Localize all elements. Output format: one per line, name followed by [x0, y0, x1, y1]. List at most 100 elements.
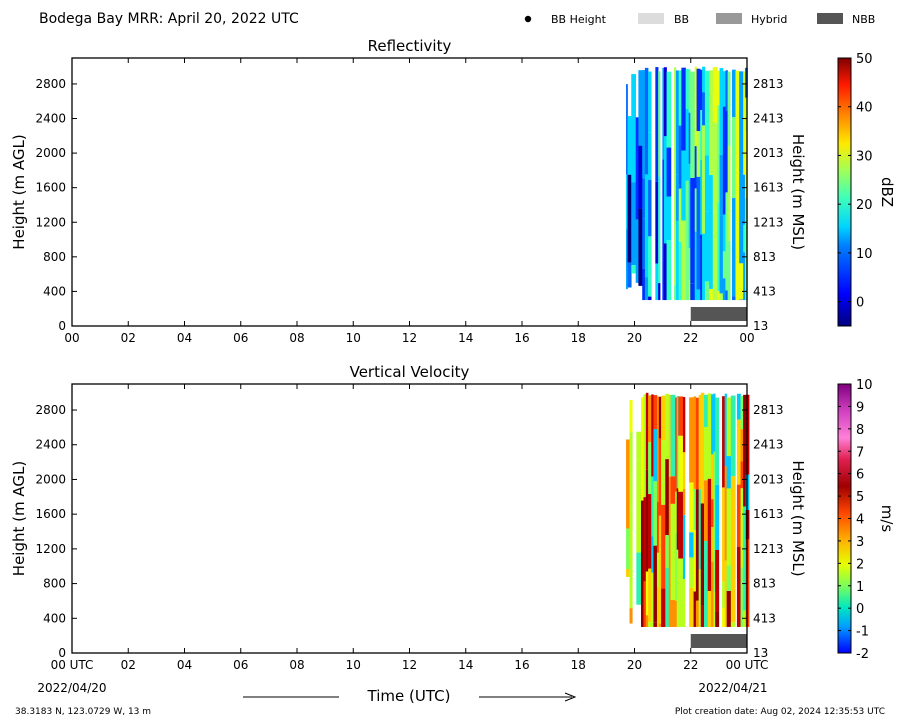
heatmap-cell — [665, 535, 670, 568]
heatmap-cell — [655, 263, 659, 301]
heatmap-cell — [713, 479, 716, 592]
heatmap-cell — [693, 530, 697, 592]
heatmap-cell — [678, 125, 682, 189]
heatmap-cell — [674, 67, 677, 155]
heatmap-cell — [693, 396, 697, 489]
heatmap-cell — [719, 215, 724, 294]
panel-title: Reflectivity — [368, 37, 452, 55]
heatmap-cell — [704, 70, 710, 156]
heatmap-cell — [719, 68, 724, 155]
figure-title: Bodega Bay MRR: April 20, 2022 UTC — [39, 11, 299, 27]
heatmap-cell — [688, 163, 691, 249]
heatmap-cell — [732, 69, 736, 118]
heatmap-cell — [643, 497, 647, 582]
colorbar-tick-label: 40 — [856, 101, 873, 116]
heatmap-cell — [694, 278, 697, 301]
heatmap-cell — [643, 394, 647, 498]
colorbar-tick-label: 10 — [856, 247, 873, 262]
heatmap-cell — [644, 277, 649, 301]
heatmap-cell — [629, 400, 633, 433]
legend-swatch-hybrid — [716, 13, 742, 24]
heatmap-cell — [704, 480, 709, 542]
y-tick-label: 2000 — [35, 472, 66, 486]
heatmap-cell — [675, 600, 678, 627]
heatmap-cell — [645, 615, 649, 627]
heatmap-cell — [719, 293, 724, 301]
heatmap-cell — [658, 396, 662, 439]
heatmap-cell — [665, 393, 670, 460]
x-tick-label: 02 — [121, 331, 136, 345]
heatmap-cell — [685, 251, 689, 301]
heatmap-cell — [681, 67, 686, 151]
heatmap-cell — [736, 419, 741, 485]
legend: BB Height BB Hybrid NBB — [524, 13, 875, 26]
heatmap-cell — [740, 429, 744, 462]
heatmap-cell — [668, 540, 671, 627]
heatmap-cell — [675, 220, 680, 301]
heatmap-cell — [736, 484, 741, 547]
heatmap-cell — [640, 500, 644, 604]
heatmap-cell — [724, 560, 727, 627]
heatmap-cell — [743, 71, 746, 175]
heatmap-cell — [645, 392, 649, 470]
heatmap-cell — [685, 68, 689, 109]
heatmap-cell — [656, 501, 660, 553]
heatmap-cell — [730, 476, 736, 544]
heatmap-cell — [694, 66, 697, 147]
heatmap-cell — [642, 218, 646, 269]
heatmap-cell — [695, 397, 699, 490]
heatmap-cell — [655, 181, 659, 264]
heatmap-cell — [712, 211, 718, 301]
heatmap-cell — [725, 111, 728, 193]
heatmap-cell — [739, 71, 744, 174]
x-tick-label: 22 — [683, 331, 698, 345]
heatmap-cell — [688, 248, 691, 281]
colorbar: 0 10 20 30 40 50 dBZ — [837, 52, 896, 327]
heatmap-cell — [689, 482, 694, 533]
heatmap-cell — [675, 532, 678, 601]
y-axis-label-right: Height (m MSL) — [789, 134, 807, 250]
heatmap-cell — [689, 397, 694, 483]
x-tick-label: 06 — [233, 658, 248, 672]
y-tick-label-right: 1613 — [753, 507, 784, 521]
y-tick-label: 2800 — [35, 77, 66, 91]
heatmap-cell — [653, 481, 658, 546]
heatmap-cell — [722, 278, 726, 301]
heatmap-cell — [648, 296, 652, 301]
x-tick-label: 18 — [571, 331, 586, 345]
x-tick-label: 00 — [64, 331, 79, 345]
y-tick-label-right: 2413 — [753, 438, 784, 452]
heatmap-cell — [682, 488, 686, 516]
heatmap-cell — [722, 396, 725, 488]
heatmap-cell — [726, 397, 732, 457]
heatmap-cell — [726, 488, 732, 566]
heatmap-cell — [690, 177, 695, 284]
heatmap-cell — [642, 70, 646, 179]
heatmap-cell — [690, 71, 695, 99]
heatmap-cell — [636, 431, 642, 460]
heatmap-cell — [704, 541, 709, 627]
y-tick-label-right: 813 — [753, 250, 776, 264]
heatmap-cell — [717, 70, 720, 106]
heatmap-cell — [643, 581, 647, 627]
heatmap-cell — [661, 395, 666, 441]
heatmap-cell — [648, 568, 652, 623]
colorbar-tick-label: 50 — [856, 52, 873, 67]
heatmap-cell — [726, 456, 732, 489]
heatmap-cell — [727, 240, 731, 301]
heatmap-cell — [702, 233, 706, 301]
heatmap-cell — [629, 504, 633, 609]
heatmap-cell — [700, 234, 703, 301]
y-tick-label: 2000 — [35, 146, 66, 160]
heatmap-cell — [656, 396, 660, 502]
heatmap-cell — [732, 296, 736, 301]
colorbar-tick-label: 8 — [856, 423, 864, 438]
heatmap-cell — [696, 176, 701, 290]
heatmap-cell — [663, 67, 667, 137]
heatmap-cell — [675, 70, 680, 175]
x-tick-label: 00 UTC — [726, 658, 769, 672]
heatmap-cell — [740, 396, 744, 430]
heatmap-cell — [688, 280, 691, 301]
x-tick-label: 00 UTC — [51, 658, 94, 672]
